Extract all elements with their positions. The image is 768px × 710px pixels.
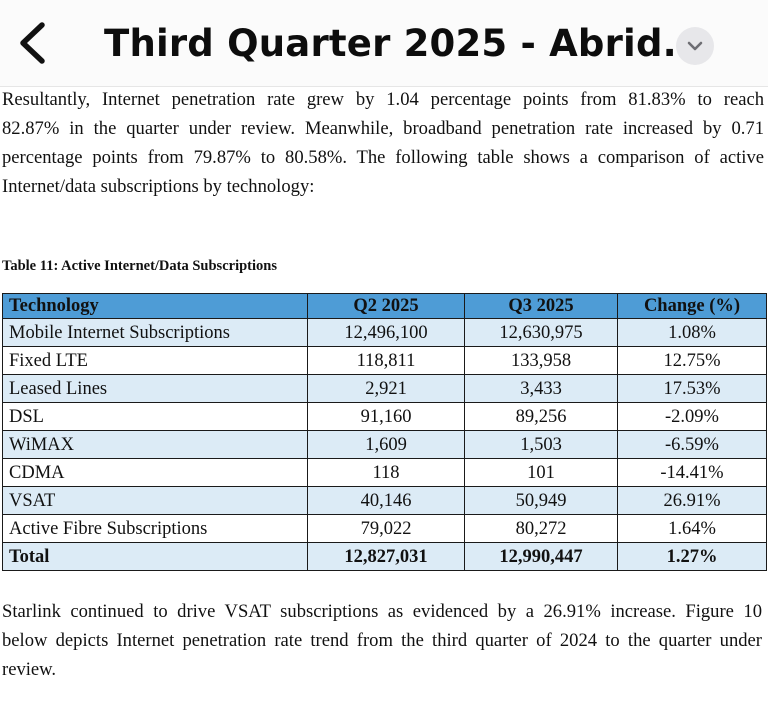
cell-q2: 79,022 [307, 514, 465, 543]
text-line: below depicts Internet penetration rate … [2, 630, 762, 651]
table-row: VSAT 40,146 50,949 26.91% [2, 486, 767, 515]
cell-technology: Fixed LTE [2, 346, 308, 375]
cell-q3: 50,949 [464, 486, 618, 515]
table-row: CDMA 118 101 -14.41% [2, 458, 767, 487]
subscriptions-table: Technology Q2 2025 Q3 2025 Change (%) Mo… [2, 293, 767, 571]
table-row: Fixed LTE 118,811 133,958 12.75% [2, 346, 767, 375]
cell-q2: 1,609 [307, 430, 465, 459]
text-line: Starlink continued to drive VSAT subscri… [2, 601, 762, 622]
cell-technology: WiMAX [2, 430, 308, 459]
cell-q3: 89,256 [464, 402, 618, 431]
cell-change: 26.91% [617, 486, 767, 515]
text-line: Resultantly, Internet penetration rate g… [2, 89, 764, 110]
cell-q2: 12,827,031 [307, 542, 465, 571]
cell-change: 1.64% [617, 514, 767, 543]
cell-technology: Leased Lines [2, 374, 308, 403]
column-header-change: Change (%) [617, 293, 767, 319]
cell-technology: CDMA [2, 458, 308, 487]
text-line: review. [2, 659, 57, 680]
intro-paragraph: Resultantly, Internet penetration rate g… [2, 85, 764, 201]
cell-technology: Mobile Internet Subscriptions [2, 318, 308, 347]
document-title[interactable]: Third Quarter 2025 - Abrid... [104, 22, 706, 65]
cell-q3: 3,433 [464, 374, 618, 403]
cell-q3: 133,958 [464, 346, 618, 375]
cell-technology: Total [2, 542, 308, 571]
cell-change: 1.27% [617, 542, 767, 571]
top-bar: Third Quarter 2025 - Abrid... [0, 0, 768, 87]
column-header-q3-2025: Q3 2025 [464, 293, 618, 319]
cell-technology: DSL [2, 402, 308, 431]
cell-change: 17.53% [617, 374, 767, 403]
text-line: percentage points from 79.87% to 80.58%.… [2, 147, 764, 168]
text-line: Internet/data subscriptions by technolog… [2, 176, 315, 197]
table-row: DSL 91,160 89,256 -2.09% [2, 402, 767, 431]
column-header-technology: Technology [2, 293, 308, 319]
table-total-row: Total 12,827,031 12,990,447 1.27% [2, 542, 767, 571]
table-row: Leased Lines 2,921 3,433 17.53% [2, 374, 767, 403]
cell-q3: 12,990,447 [464, 542, 618, 571]
table-row: Mobile Internet Subscriptions 12,496,100… [2, 318, 767, 347]
cell-change: -2.09% [617, 402, 767, 431]
cell-change: 1.08% [617, 318, 767, 347]
cell-q2: 91,160 [307, 402, 465, 431]
chevron-left-icon [14, 20, 54, 66]
cell-q3: 1,503 [464, 430, 618, 459]
table-header-row: Technology Q2 2025 Q3 2025 Change (%) [2, 293, 767, 319]
text-line: 82.87% in the quarter under review. Mean… [2, 118, 764, 139]
cell-change: -14.41% [617, 458, 767, 487]
table-row: WiMAX 1,609 1,503 -6.59% [2, 430, 767, 459]
cell-technology: Active Fibre Subscriptions [2, 514, 308, 543]
cell-technology: VSAT [2, 486, 308, 515]
cell-q2: 118,811 [307, 346, 465, 375]
cell-q2: 118 [307, 458, 465, 487]
cell-change: 12.75% [617, 346, 767, 375]
column-header-q2-2025: Q2 2025 [307, 293, 465, 319]
table-caption: Table 11: Active Internet/Data Subscript… [2, 258, 277, 274]
cell-q3: 101 [464, 458, 618, 487]
outro-paragraph: Starlink continued to drive VSAT subscri… [2, 597, 762, 684]
cell-q2: 2,921 [307, 374, 465, 403]
cell-q3: 80,272 [464, 514, 618, 543]
cell-change: -6.59% [617, 430, 767, 459]
cell-q3: 12,630,975 [464, 318, 618, 347]
title-menu-button[interactable] [676, 27, 714, 65]
cell-q2: 12,496,100 [307, 318, 465, 347]
back-button[interactable] [14, 20, 54, 66]
table-row: Active Fibre Subscriptions 79,022 80,272… [2, 514, 767, 543]
cell-q2: 40,146 [307, 486, 465, 515]
